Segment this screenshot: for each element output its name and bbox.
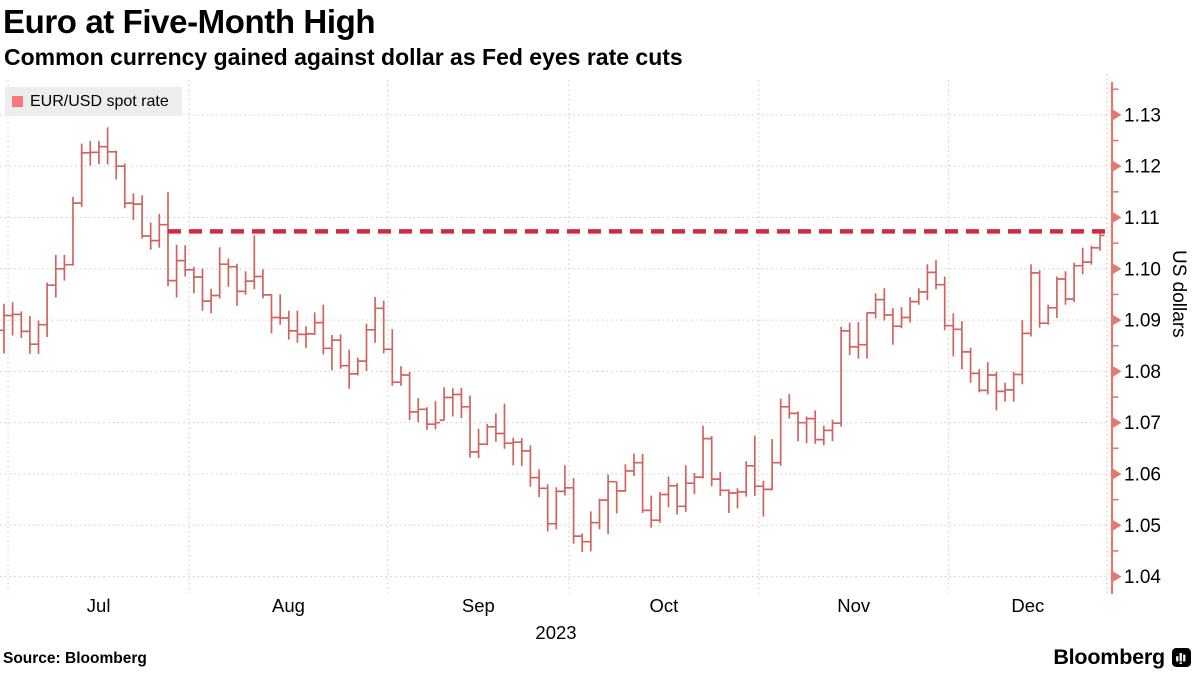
legend: EUR/USD spot rate [5, 87, 182, 116]
svg-text:1.06: 1.06 [1124, 464, 1161, 485]
source-note: Source: Bloomberg [3, 650, 147, 667]
y-axis-title: US dollars [1168, 250, 1189, 338]
month-gridlines [7, 80, 950, 593]
svg-text:1.09: 1.09 [1124, 311, 1161, 332]
svg-text:Jul: Jul [87, 595, 111, 616]
x-axis-month-labels: Jul Aug Sep Oct Nov Dec [87, 595, 1044, 616]
svg-text:Oct: Oct [649, 595, 678, 616]
x-axis-year-label: 2023 [535, 622, 577, 643]
svg-text:1.13: 1.13 [1124, 105, 1161, 126]
bloomberg-terminal-icon [1172, 648, 1191, 667]
legend-label: EUR/USD spot rate [30, 92, 169, 110]
ohlc-bars-series [0, 127, 1105, 552]
svg-text:1.07: 1.07 [1124, 413, 1161, 434]
svg-text:1.04: 1.04 [1124, 567, 1161, 588]
page-title: Euro at Five-Month High [3, 3, 376, 40]
svg-text:1.11: 1.11 [1124, 208, 1160, 229]
bloomberg-logo: Bloomberg [1053, 645, 1191, 670]
page-subtitle: Common currency gained against dollar as… [4, 44, 683, 70]
y-axis: 1.04 1.05 1.06 1.07 1.08 1.09 1.10 1.11 1.12 1.13 [1110, 82, 1161, 594]
price-gridlines [0, 114, 1107, 578]
svg-text:1.12: 1.12 [1124, 157, 1161, 178]
svg-text:Aug: Aug [272, 595, 305, 616]
svg-text:Sep: Sep [462, 595, 495, 616]
svg-text:Dec: Dec [1011, 595, 1044, 616]
svg-text:Nov: Nov [837, 595, 871, 616]
svg-text:1.05: 1.05 [1124, 516, 1161, 537]
bloomberg-wordmark: Bloomberg [1053, 645, 1165, 669]
legend-swatch-icon [12, 96, 23, 107]
svg-text:1.08: 1.08 [1124, 362, 1161, 383]
svg-text:1.10: 1.10 [1124, 259, 1161, 280]
